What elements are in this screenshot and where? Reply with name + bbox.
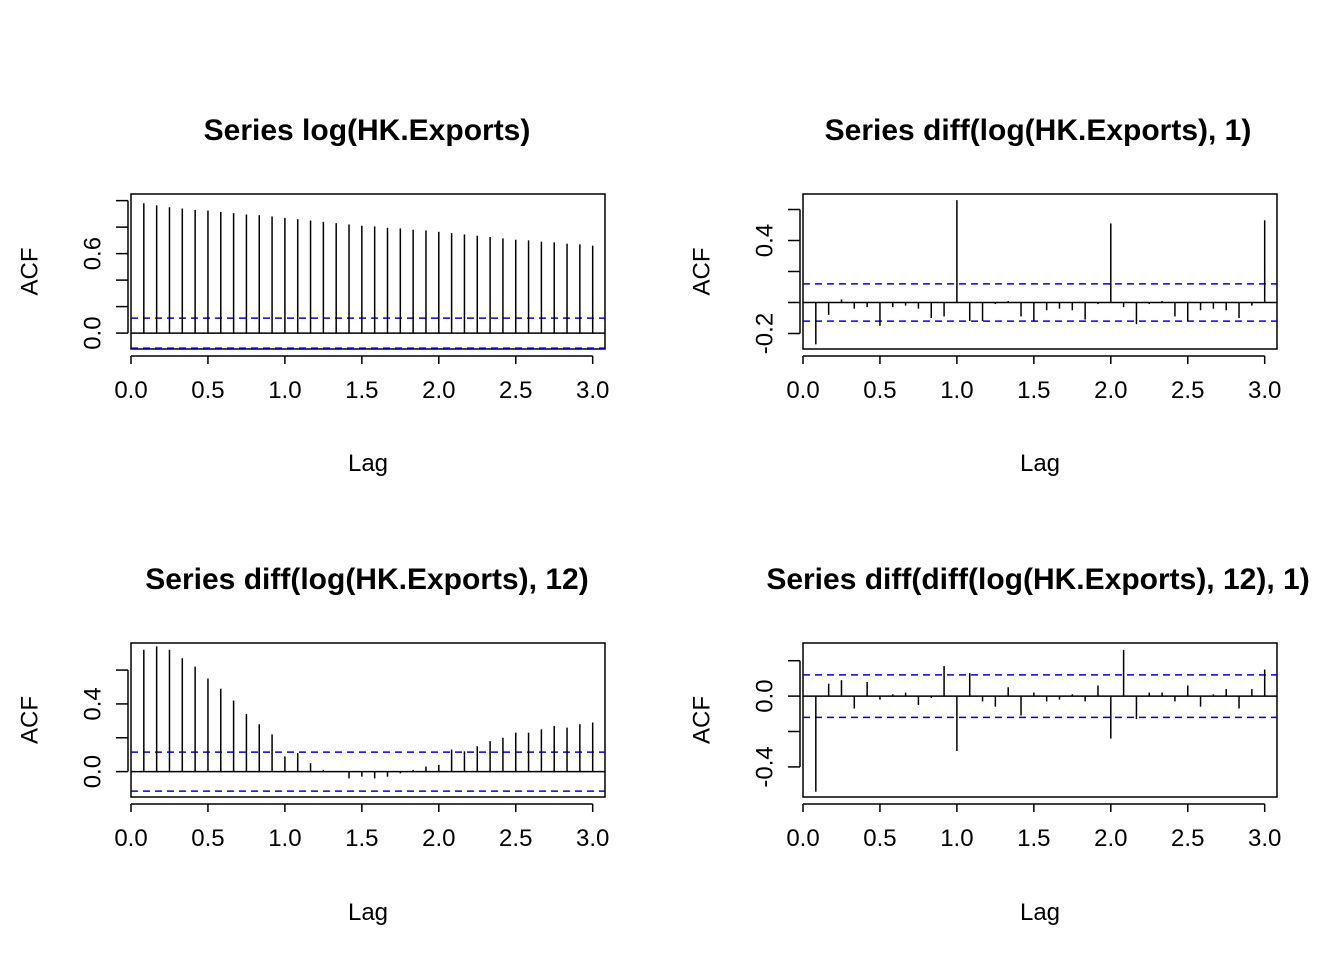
y-tick-label: -0.2: [752, 313, 779, 354]
y-axis-label: ACF: [689, 696, 716, 744]
x-tick-label: 0.5: [863, 825, 896, 852]
x-tick-label: 2.5: [499, 377, 532, 404]
x-tick-label: 3.0: [1248, 825, 1281, 852]
y-tick-label: 0.6: [80, 237, 107, 270]
x-tick-label: 1.0: [940, 377, 973, 404]
x-tick-label: 3.0: [576, 377, 609, 404]
x-tick-label: 2.5: [499, 825, 532, 852]
x-axis-label: Lag: [348, 899, 388, 926]
x-tick-label: 1.5: [1017, 377, 1050, 404]
plot-frame: [802, 642, 1278, 798]
x-tick-label: 0.0: [786, 377, 819, 404]
x-tick-label: 0.0: [786, 825, 819, 852]
x-tick-label: 1.0: [268, 825, 301, 852]
y-tick-label: 0.4: [752, 224, 779, 257]
x-tick-label: 1.5: [1017, 825, 1050, 852]
x-tick-label: 1.5: [345, 377, 378, 404]
x-axis-label: Lag: [1020, 899, 1060, 926]
x-tick-label: 0.5: [191, 825, 224, 852]
x-tick-label: 0.5: [863, 377, 896, 404]
x-tick-label: 2.0: [1094, 825, 1127, 852]
y-axis-label: ACF: [17, 696, 44, 744]
y-tick-label: 0.0: [752, 679, 779, 712]
panel-title: Series log(HK.Exports): [204, 114, 531, 147]
plot-frame: [802, 193, 1278, 350]
acf-panel-3: Series diff(log(HK.Exports), 12) 0.0 0.5 1.…: [17, 563, 610, 926]
x-axis-label: Lag: [1020, 450, 1060, 477]
panel-title: Series diff(diff(log(HK.Exports), 12), 1…: [766, 563, 1309, 596]
x-tick-label: 2.5: [1171, 377, 1204, 404]
y-tick-label: -0.4: [752, 746, 779, 787]
y-axis-label: ACF: [17, 248, 44, 296]
y-axis-label: ACF: [689, 248, 716, 296]
y-tick-label: 0.0: [80, 755, 107, 788]
x-tick-label: 2.0: [1094, 377, 1127, 404]
panel-title: Series diff(log(HK.Exports), 1): [825, 114, 1252, 147]
x-tick-label: 2.0: [422, 825, 455, 852]
x-tick-label: 1.0: [940, 825, 973, 852]
acf-panel-4: Series diff(diff(log(HK.Exports), 12), 1…: [689, 563, 1310, 926]
x-tick-label: 3.0: [576, 825, 609, 852]
x-tick-label: 3.0: [1248, 377, 1281, 404]
x-tick-label: 0.0: [114, 825, 147, 852]
plot-frame: [130, 642, 606, 798]
x-tick-label: 0.0: [114, 377, 147, 404]
acf-panel-1: Series log(HK.Exports) 0.0 0.5 1.0 1.5 2.0 2.5…: [17, 114, 610, 477]
y-tick-label: 0.4: [80, 687, 107, 720]
panel-title: Series diff(log(HK.Exports), 12): [145, 563, 588, 596]
x-tick-label: 2.5: [1171, 825, 1204, 852]
acf-panel-2: Series diff(log(HK.Exports), 1) 0.0 0.5 1.0…: [689, 114, 1282, 477]
x-tick-label: 1.5: [345, 825, 378, 852]
y-tick-label: 0.0: [80, 316, 107, 349]
plot-frame: [130, 193, 606, 350]
x-tick-label: 0.5: [191, 377, 224, 404]
x-tick-label: 2.0: [422, 377, 455, 404]
x-axis-label: Lag: [348, 450, 388, 477]
x-tick-label: 1.0: [268, 377, 301, 404]
